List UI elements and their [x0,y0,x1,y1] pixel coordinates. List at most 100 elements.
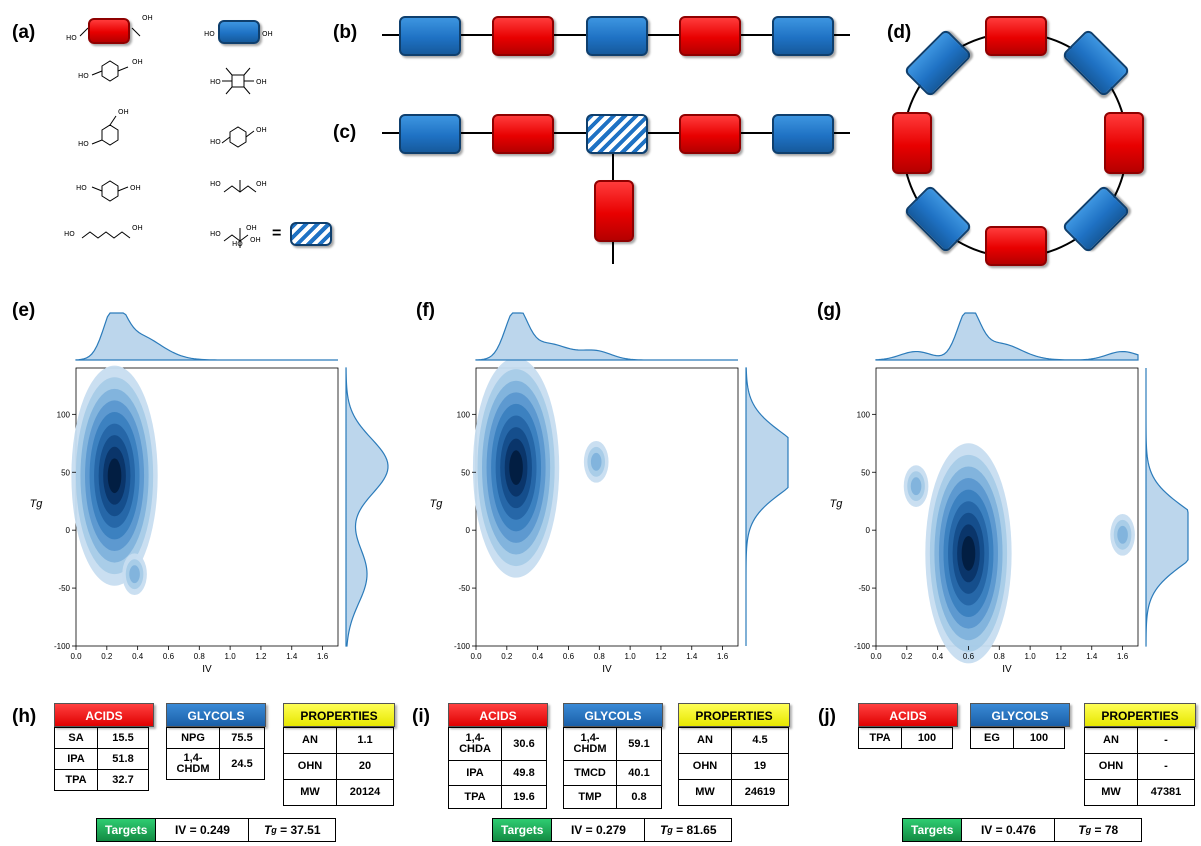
table-cell: IPA [448,760,502,786]
y-tick-label-f: -100 [454,642,471,651]
table-cell: OHN [678,753,732,780]
chem-label-oh: OH [130,184,141,192]
table-row: EG 100 [970,727,1065,749]
table-cell: 59.1 [616,727,662,761]
i-properties-table: AN 4.5 OHN 19 MW 24619 [678,727,789,806]
chem-label-oh: OH [256,78,267,86]
x-tick-label-f: 1.0 [625,652,637,661]
x-tick-label-f: 1.6 [717,652,729,661]
table-row: MW 47381 [1084,779,1195,806]
chem-label-oh: OH [118,108,129,116]
table-cell: AN [283,727,337,754]
table-cell: 30.6 [501,727,547,761]
table-cell: AN [1084,727,1138,754]
marginal-y-e [345,367,389,647]
ring-acid-top [985,16,1047,56]
x-tick-label-g: 1.2 [1055,652,1067,661]
j-glycols-header: GLYCOLS [970,703,1070,727]
x-tick-label-g: 0.6 [963,652,975,661]
table-cell: TPA [858,727,902,749]
table-cell: - [1137,753,1195,780]
table-row: OHN 20 [283,753,394,780]
table-cell: IPA [54,748,98,770]
i-targets-label: Targets [493,819,552,841]
tg-subscript: g [271,825,277,835]
h-targets-label: Targets [97,819,156,841]
table-cell: 1,4-CHDM [166,748,220,780]
tg-symbol: T [1078,823,1086,837]
ring-acid-right [1104,112,1144,174]
chem-label-ho: HO [210,78,221,86]
kde-contour-g [961,535,976,571]
ring-acid-left [892,112,932,174]
marginal-x-e [75,312,338,361]
chem-label-ho: HO [204,30,215,38]
table-row: 1,4-CHDA 30.6 [448,727,547,761]
equals-sign: = [272,225,282,242]
x-tick-label-g: 0.2 [901,652,913,661]
x-tick-label-f: 0.8 [594,652,606,661]
y-tick-label-f: 0 [466,526,471,535]
table-cell: 1,4-CHDA [448,727,502,761]
y-tick-label-e: -100 [54,642,71,651]
chain-c-glycol-3 [772,114,834,154]
h-glycols-table: NPG 75.5 1,4-CHDM 24.5 [166,727,265,780]
tg-value: = 37.51 [276,823,321,837]
kde-contour-g [910,477,922,496]
x-tick-label-g: 1.6 [1117,652,1129,661]
x-tick-label-e: 1.6 [317,652,329,661]
x-tick-label-e: 0.2 [101,652,113,661]
chem-label-oh: OH [246,224,257,232]
x-tick-label-f: 0.4 [532,652,544,661]
j-acids-header: ACIDS [858,703,958,727]
table-cell: 24619 [731,779,789,806]
i-glycols-table: 1,4-CHDM 59.1 TMCD 40.1 TMP 0.8 [563,727,662,809]
table-cell: NPG [166,727,220,749]
kde-joint-plots: 0.0 0.2 0.4 0.6 0.8 1.0 1.2 1.4 1.6 100 50 0 -50 -100… [30,312,1189,675]
acid-block-legend [88,18,130,44]
glycol-block-legend [218,20,260,44]
table-row: MW 20124 [283,779,394,806]
y-tick-label-f: -50 [458,584,470,593]
ring-acid-bottom [985,226,1047,266]
x-tick-label-f: 0.2 [501,652,513,661]
tg-value: = 81.65 [672,823,717,837]
tg-value: = 78 [1091,823,1119,837]
panel-label-i: (i) [412,706,430,727]
h-acids-table: SA 15.5 IPA 51.8 TPA 32.7 [54,727,149,791]
table-cell: MW [283,779,337,806]
j-target-iv: IV = 0.476 [961,819,1054,841]
table-cell: TPA [54,769,98,791]
table-cell: 100 [901,727,953,749]
chem-label-ho: HO [210,138,221,146]
chem-label-oh: OH [142,14,153,22]
chem-label-ho: HO [64,230,75,238]
table-cell: TPA [448,785,502,809]
x-tick-label-e: 0.8 [194,652,206,661]
chem-label-oh: OH [256,180,267,188]
table-row: TPA 32.7 [54,769,149,791]
y-tick-label-g: -50 [858,584,870,593]
structure-lines [79,27,257,248]
tmp-block-legend [290,222,332,246]
tg-subscript: g [1085,825,1092,835]
table-row: NPG 75.5 [166,727,265,749]
table-cell: 51.8 [97,748,149,770]
x-tick-label-f: 0.6 [563,652,575,661]
i-acids-table: 1,4-CHDA 30.6 IPA 49.8 TPA 19.6 [448,727,547,809]
chem-label-ho: HO [232,240,243,248]
j-acids-table: TPA 100 [858,727,953,749]
i-properties-header: PROPERTIES [678,703,790,727]
table-cell: 15.5 [97,727,149,749]
x-tick-label-e: 1.2 [255,652,267,661]
tg-subscript: g [667,825,673,835]
panel-label-c: (c) [333,122,357,143]
table-cell: 24.5 [219,748,265,780]
i-target-iv: IV = 0.279 [551,819,644,841]
table-cell: TMCD [563,760,617,786]
